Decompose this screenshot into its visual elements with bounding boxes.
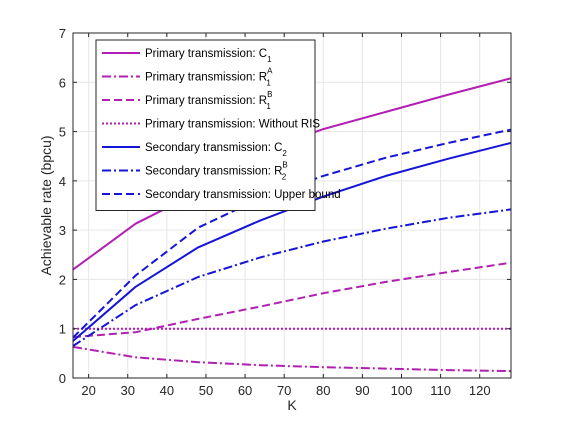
legend-entry: Primary transmission: C1 (145, 48, 272, 64)
x-tick-label: 20 (81, 383, 95, 398)
legend-entry-superscript: B (282, 161, 287, 170)
x-tick-label: 80 (316, 383, 330, 398)
y-tick-label: 0 (59, 371, 66, 386)
series-line-2 (72, 345, 512, 373)
legend-entry-label: Primary transmission: Without RIS (145, 119, 320, 131)
y-tick-label: 7 (59, 26, 66, 41)
series-line-3 (72, 261, 512, 339)
legend-entry-subscript: 1 (266, 102, 271, 111)
legend-entry: Primary transmission: RA 1 (145, 67, 273, 88)
series-layer (72, 77, 512, 373)
legend-entry-label: Secondary transmission: C (145, 142, 282, 154)
x-tick-label: 30 (121, 383, 135, 398)
legend-entry-superscript: B (267, 90, 272, 99)
legend-entry-subscript: 2 (282, 149, 287, 158)
x-axis-label: K (287, 397, 297, 413)
legend-entry: Primary transmission: Without RIS (145, 119, 320, 131)
legend-entry: Secondary transmission: Upper bound (145, 189, 341, 201)
legend-entry-label: Secondary transmission: Upper bound (145, 189, 341, 201)
y-tick-label: 5 (59, 125, 66, 140)
y-tick-label: 6 (59, 75, 66, 90)
x-tick-label: 50 (199, 383, 213, 398)
legend-entry-label: Primary transmission: R (145, 72, 267, 84)
y-tick-label: 4 (59, 174, 66, 189)
plot-frame (72, 32, 512, 379)
y-tick-label: 2 (59, 272, 66, 287)
legend-entry-subscript: 1 (267, 55, 272, 64)
y-axis-label: Achievable rate (bpcu) (38, 135, 54, 275)
ticks: 20 30 40 50 60 70 80 90 100 110 120 0 1 2 3 4 5 6 7 (59, 26, 511, 398)
x-tick-label: 90 (355, 383, 369, 398)
legend-entry-label: Secondary transmission: R (145, 166, 282, 178)
x-tick-label: 120 (469, 383, 491, 398)
x-tick-label: 60 (238, 383, 252, 398)
y-tick-label: 1 (59, 322, 66, 337)
series-line-6 (72, 208, 512, 347)
legend-entry: Secondary transmission: RB 2 (145, 161, 288, 182)
legend-entry: Secondary transmission: C2 (145, 142, 287, 158)
legend-entry-label: Primary transmission: C (145, 48, 267, 60)
y-tick-label: 3 (59, 223, 66, 238)
x-tick-label: 70 (277, 383, 291, 398)
legend-entry: Primary transmission: RB 1 (145, 90, 272, 111)
x-tick-label: 40 (160, 383, 174, 398)
legend-entry-subscript: 1 (266, 79, 271, 88)
x-tick-label: 110 (430, 383, 451, 398)
legend-box (95, 39, 316, 211)
legend-entry-subscript: 2 (282, 173, 287, 182)
legend-entry-superscript: A (267, 67, 273, 76)
x-tick-label: 100 (391, 383, 413, 398)
legend-entry-label: Primary transmission: R (145, 95, 267, 107)
